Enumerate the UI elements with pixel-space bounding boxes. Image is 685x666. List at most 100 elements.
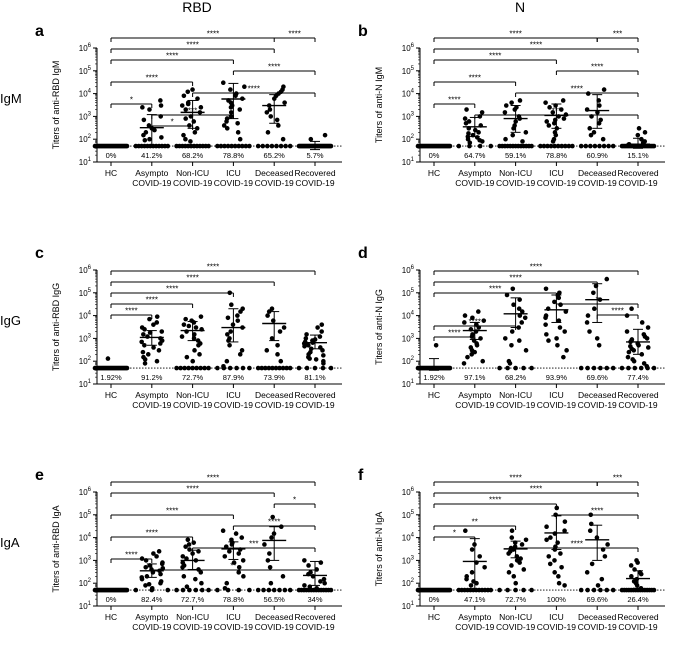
data-point — [198, 105, 204, 110]
data-point — [584, 320, 590, 325]
data-point — [142, 137, 148, 143]
data-point — [215, 587, 220, 593]
percentage-label: 93.9% — [546, 373, 568, 382]
data-point — [265, 130, 271, 135]
y-tick-label: 105 — [79, 66, 92, 76]
x-tick-label: COVID-19 — [132, 622, 171, 632]
x-tick-label: HC — [428, 612, 440, 622]
data-point — [227, 365, 233, 371]
data-point — [280, 574, 286, 579]
data-point — [529, 587, 534, 593]
data-point — [284, 365, 289, 371]
data-point — [308, 136, 314, 142]
x-tick-label: Deceased — [578, 168, 617, 178]
x-tick-label: COVID-19 — [173, 178, 212, 188]
data-point — [147, 330, 153, 335]
data-point — [269, 143, 275, 149]
data-point — [263, 365, 268, 371]
data-point — [461, 361, 467, 366]
significance-label: **** — [146, 296, 158, 305]
significance-label: **** — [489, 496, 501, 505]
data-point — [529, 365, 534, 371]
data-point — [304, 365, 310, 371]
data-point — [521, 365, 526, 371]
data-point — [566, 143, 572, 149]
data-point — [266, 365, 272, 371]
data-point — [476, 309, 481, 314]
data-point — [181, 574, 187, 579]
data-point — [206, 143, 211, 149]
data-point — [154, 358, 160, 364]
significance-label: **** — [125, 307, 137, 316]
percentage-label: 68.2% — [505, 373, 527, 382]
y-tick-label: 103 — [402, 111, 415, 121]
data-point — [521, 567, 527, 572]
data-point — [142, 327, 147, 332]
data-point — [555, 143, 561, 149]
x-tick-label: Non-ICU — [176, 390, 209, 400]
data-point — [588, 132, 594, 138]
row-title-iga: IgA — [0, 535, 20, 550]
data-point — [541, 143, 547, 149]
percentage-label: 78.8% — [223, 595, 245, 604]
data-point — [165, 587, 171, 593]
data-point — [282, 587, 288, 593]
data-point — [149, 587, 155, 593]
data-point — [464, 576, 469, 582]
data-point — [145, 352, 151, 357]
data-point — [509, 342, 514, 348]
data-point — [644, 336, 650, 341]
x-tick-label: Recovered — [294, 612, 335, 622]
data-point — [589, 561, 595, 567]
y-tick-label: 105 — [402, 510, 415, 520]
data-point — [233, 93, 238, 99]
data-point — [260, 143, 266, 149]
data-point — [585, 365, 590, 371]
data-point — [629, 306, 634, 312]
x-tick-label: COVID-19 — [255, 400, 294, 410]
data-point — [235, 318, 241, 323]
data-point — [562, 143, 568, 149]
data-point — [322, 132, 328, 138]
data-point — [302, 583, 307, 588]
panel-letter: e — [35, 467, 44, 484]
data-point — [215, 365, 220, 371]
data-point — [469, 352, 475, 357]
significance-label: **** — [571, 540, 583, 549]
y-tick-label: 103 — [79, 111, 92, 121]
panel-f: f 101 102 103 104 105 106 Titers of anti-N IgA H… — [358, 467, 665, 632]
x-tick-label: Recovered — [294, 168, 335, 178]
data-point — [179, 103, 185, 108]
data-point — [302, 558, 307, 563]
x-tick-label: COVID-19 — [132, 400, 171, 410]
data-point — [192, 332, 197, 337]
data-point — [583, 143, 589, 149]
data-point — [156, 549, 162, 554]
y-tick-label: 106 — [79, 43, 92, 53]
row-title-igg: IgG — [0, 313, 21, 328]
y-tick-label: 101 — [79, 379, 92, 389]
data-point — [629, 574, 634, 579]
significance-label: **** — [166, 507, 178, 516]
data-point — [544, 119, 550, 124]
data-point — [585, 91, 591, 96]
data-point — [556, 295, 562, 301]
data-point — [507, 361, 513, 366]
x-tick-label: Asympto — [458, 390, 491, 400]
significance-label: **** — [509, 474, 521, 483]
y-tick-label: 104 — [79, 89, 92, 99]
significance-label: *** — [613, 30, 622, 39]
data-point — [221, 123, 227, 128]
y-tick-label: 106 — [402, 43, 415, 53]
x-tick-label: Asympto — [135, 168, 168, 178]
data-point — [236, 143, 242, 149]
data-point — [264, 348, 270, 353]
x-tick-label: Deceased — [255, 612, 294, 622]
data-point — [193, 325, 199, 330]
data-point — [488, 143, 494, 149]
panel-letter: f — [358, 467, 364, 484]
y-tick-label: 106 — [79, 487, 92, 497]
data-point — [322, 580, 327, 586]
x-tick-label: COVID-19 — [295, 178, 334, 188]
data-point — [234, 365, 239, 371]
